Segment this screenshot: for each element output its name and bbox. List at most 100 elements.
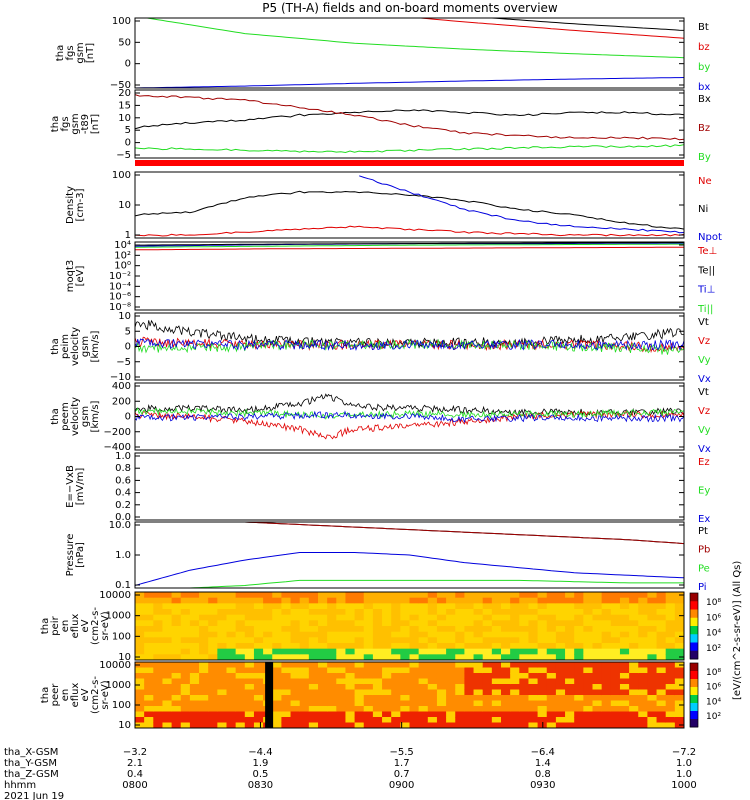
spectrogram-cell: [135, 700, 145, 707]
spectrogram-cell: [583, 673, 593, 679]
spectrogram-cell: [272, 626, 282, 633]
ytick-label: 100: [112, 700, 131, 711]
spectrogram-cell: [382, 648, 392, 655]
spectrogram-cell: [253, 609, 264, 616]
spectrogram-cell: [290, 667, 301, 674]
spectrogram-cell: [363, 614, 374, 621]
ytick-label: −10: [110, 372, 131, 383]
spectrogram-cell: [418, 626, 429, 633]
spectrogram-cell: [565, 711, 575, 718]
spectrogram-cell: [638, 603, 648, 610]
spectrogram-cell: [272, 631, 282, 638]
spectrogram-cell: [418, 667, 429, 674]
spectrogram-cell: [638, 711, 648, 718]
spectrogram-cell: [482, 609, 493, 616]
spectrogram-cell: [638, 695, 648, 701]
spectrogram-cell: [318, 654, 328, 660]
spectrogram-cell: [546, 700, 557, 707]
spectrogram-cell: [537, 706, 548, 712]
spectrogram-cell: [208, 609, 218, 616]
ylabel-line: [eV]: [75, 266, 86, 287]
spectrogram-cell: [473, 695, 484, 701]
spectrogram-cell: [629, 711, 639, 718]
spectrogram-cell: [491, 643, 502, 650]
spectrogram-cell: [235, 648, 246, 655]
spectrogram-cell: [135, 614, 145, 621]
spectrogram-cell: [638, 597, 648, 604]
spectrogram-cell: [546, 637, 557, 644]
spectrogram-cell: [674, 717, 684, 723]
spectrogram-cell: [436, 654, 447, 660]
spectrogram-cell: [272, 684, 282, 690]
spectrogram-cell: [308, 695, 319, 701]
spectrogram-cell: [345, 673, 356, 679]
spectrogram-cell: [537, 603, 548, 610]
spectrogram-cell: [299, 654, 310, 660]
spectrogram-cell: [473, 614, 484, 621]
spectrogram-cell: [546, 592, 557, 599]
spectrogram-cell: [537, 592, 548, 599]
spectrogram-cell: [217, 603, 227, 610]
spectrogram-cell: [647, 643, 658, 650]
spectrogram-cell: [391, 711, 401, 718]
spectrogram-cell: [253, 648, 264, 655]
spectrogram-cell: [665, 684, 676, 690]
spectrogram-cell: [199, 722, 209, 728]
spectrogram-cell: [345, 684, 356, 690]
spectrogram-cell: [528, 592, 539, 599]
panel-frame: [134, 452, 685, 521]
spectrogram-cell: [546, 717, 557, 723]
spectrogram-cell: [171, 706, 182, 712]
spectrogram-cell: [482, 626, 493, 633]
ylabel-line: fgs: [60, 116, 71, 131]
ylabel-line: tha: [55, 45, 66, 61]
spectrogram-cell: [327, 711, 337, 718]
spectrogram-cell: [336, 654, 346, 660]
spectrogram-cell: [574, 631, 584, 638]
spectrogram-cell: [491, 648, 502, 655]
spectrogram-cell: [372, 673, 383, 679]
spectrogram-cell: [647, 626, 658, 633]
spectrogram-cell: [153, 717, 163, 723]
spectrogram-cell: [427, 603, 438, 610]
spectrogram-cell: [382, 684, 392, 690]
ytick-label: 10⁻⁶: [109, 292, 131, 303]
spectrogram-cell: [354, 684, 365, 690]
spectrogram-cell: [244, 689, 255, 696]
spectrogram-cell: [656, 722, 667, 728]
series-line-vz: [135, 336, 684, 354]
spectrogram-cell: [345, 609, 356, 616]
series-line-bt: [484, 18, 684, 31]
spectrogram-cell: [171, 614, 182, 621]
spectrogram-cell: [253, 603, 264, 610]
spectrogram-cell: [464, 706, 475, 712]
spectrogram-cell: [235, 626, 246, 633]
spectrogram-cell: [226, 603, 237, 610]
spectrogram-cell: [510, 597, 520, 604]
spectrogram-cell: [528, 620, 539, 627]
spectrogram-cell: [153, 597, 163, 604]
spectrogram-cell: [199, 678, 209, 685]
spectrogram-cell: [501, 620, 511, 627]
spectrogram-cell: [565, 678, 575, 685]
spectrogram-cell: [400, 654, 410, 660]
spectrogram-cell: [290, 597, 301, 604]
spectrogram-cell: [455, 662, 465, 668]
spectrogram-cell: [354, 662, 365, 668]
spectrogram-cell: [272, 678, 282, 685]
spectrogram-cell: [226, 678, 237, 685]
spectrogram-cell: [638, 643, 648, 650]
spectrogram-cell: [199, 654, 209, 660]
spectrogram-cell: [574, 603, 584, 610]
spectrogram-cell: [235, 620, 246, 627]
series-line-vt: [135, 393, 684, 417]
spectrogram-cell: [546, 706, 557, 712]
spectrogram-cell: [665, 667, 676, 674]
spectrogram-cell: [455, 667, 465, 674]
spectrogram-cell: [464, 684, 475, 690]
spectrogram-cell: [619, 626, 630, 633]
spectrogram-cell: [519, 597, 529, 604]
spectrogram-cell: [436, 706, 447, 712]
spectrogram-cell: [455, 620, 465, 627]
spectrogram-cell: [199, 609, 209, 616]
